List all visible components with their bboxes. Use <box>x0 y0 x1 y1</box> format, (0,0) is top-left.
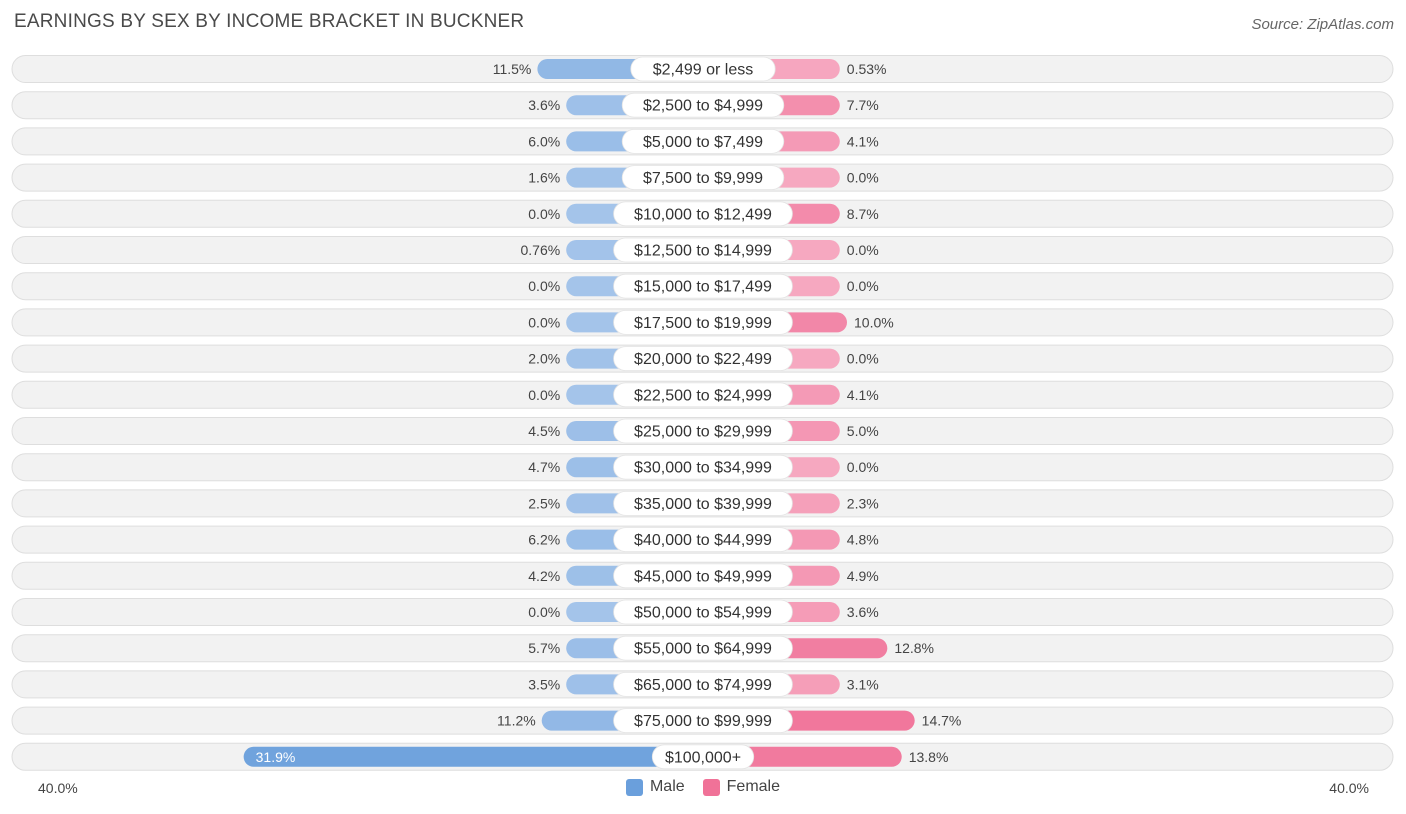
male-bar <box>243 746 703 767</box>
category-label: $75,000 to $99,999 <box>634 713 772 730</box>
category-label-pill <box>613 237 793 263</box>
female-value-label: 3.6% <box>847 604 879 620</box>
male-value-label: 0.0% <box>528 387 560 403</box>
category-label-pill <box>651 744 755 770</box>
male-value-label: 6.2% <box>528 532 560 548</box>
female-value-label: 4.1% <box>847 133 879 149</box>
category-label: $10,000 to $12,499 <box>634 206 772 223</box>
legend-item-male[interactable]: Male <box>625 778 685 796</box>
male-value-label: 2.5% <box>528 495 560 511</box>
female-value-label: 0.0% <box>847 351 879 367</box>
category-label-pill <box>613 309 793 335</box>
legend-label-male: Male <box>649 778 685 795</box>
category-label-pill <box>613 708 793 733</box>
male-value-label: 0.76% <box>520 242 560 258</box>
male-value-label: 3.5% <box>528 676 560 692</box>
category-label: $15,000 to $17,499 <box>634 279 772 296</box>
axis-left-label: 40.0% <box>38 780 78 796</box>
male-value-label: 0.0% <box>528 604 560 620</box>
category-label: $100,000+ <box>665 749 741 766</box>
category-label: $55,000 to $64,999 <box>634 641 772 658</box>
category-label: $5,000 to $7,499 <box>643 134 763 151</box>
male-value-label: 2.0% <box>528 351 560 367</box>
category-label: $17,500 to $19,999 <box>634 315 772 332</box>
legend-item-female[interactable]: Female <box>702 778 781 796</box>
category-label: $30,000 to $34,999 <box>634 460 772 477</box>
female-value-label: 10.0% <box>854 314 894 330</box>
female-value-label: 2.3% <box>847 495 879 511</box>
male-value-label: 6.0% <box>528 133 560 149</box>
female-value-label: 5.0% <box>847 423 879 439</box>
category-label-pill <box>613 382 793 408</box>
category-label: $45,000 to $49,999 <box>634 568 772 585</box>
category-label: $7,500 to $9,999 <box>643 170 763 187</box>
category-label: $22,500 to $24,999 <box>634 387 772 404</box>
category-label-pill <box>621 165 785 191</box>
source-label: Source: ZipAtlas.com <box>1251 16 1394 33</box>
category-label-pill <box>613 563 793 589</box>
legend-swatch-female <box>702 778 720 796</box>
category-label: $35,000 to $39,999 <box>634 496 772 513</box>
axis-right-label: 40.0% <box>1329 780 1369 796</box>
category-label: $2,500 to $4,999 <box>643 98 763 115</box>
female-value-label: 4.1% <box>847 387 879 403</box>
female-value-label: 4.8% <box>847 532 879 548</box>
category-label: $2,499 or less <box>653 62 754 79</box>
category-label-pill <box>613 418 793 444</box>
female-value-label: 0.0% <box>847 242 879 258</box>
female-value-label: 7.7% <box>847 97 879 113</box>
male-value-label: 4.5% <box>528 423 560 439</box>
category-label: $65,000 to $74,999 <box>634 677 772 694</box>
male-value-label: 1.6% <box>528 170 560 186</box>
category-label-pill <box>613 201 793 227</box>
category-label-pill <box>621 92 785 118</box>
category-label-pill <box>613 346 793 372</box>
male-value-label: 0.0% <box>528 278 560 294</box>
category-label-pill <box>630 56 776 82</box>
female-value-label: 0.0% <box>847 170 879 186</box>
female-value-label: 0.53% <box>847 61 887 77</box>
female-value-label: 3.1% <box>847 676 879 692</box>
female-value-label: 4.9% <box>847 568 879 584</box>
legend: Male Female <box>0 778 1406 796</box>
male-value-label: 11.5% <box>493 61 532 77</box>
male-value-label: 0.0% <box>528 206 560 222</box>
male-value-label: 31.9% <box>256 749 296 765</box>
male-value-label: 4.7% <box>528 459 560 475</box>
female-value-label: 0.0% <box>847 459 879 475</box>
male-value-label: 11.2% <box>497 713 536 729</box>
female-value-label: 0.0% <box>847 278 879 294</box>
chart-title: EARNINGS BY SEX BY INCOME BRACKET IN BUC… <box>14 11 525 32</box>
category-label-pill <box>613 527 793 552</box>
category-label-pill <box>613 454 793 480</box>
category-label-pill <box>613 635 793 661</box>
female-value-label: 12.8% <box>894 640 934 656</box>
category-label: $50,000 to $54,999 <box>634 605 772 622</box>
male-value-label: 0.0% <box>528 314 560 330</box>
category-label: $20,000 to $22,499 <box>634 351 772 368</box>
category-label-pill <box>613 672 793 697</box>
category-label-pill <box>613 273 793 299</box>
female-value-label: 8.7% <box>847 206 879 222</box>
female-value-label: 13.8% <box>909 749 949 765</box>
legend-label-female: Female <box>726 778 781 795</box>
category-label: $40,000 to $44,999 <box>634 532 772 549</box>
category-label-pill <box>613 490 793 516</box>
legend-swatch-male <box>625 778 643 796</box>
male-value-label: 4.2% <box>528 568 560 584</box>
category-label: $12,500 to $14,999 <box>634 243 772 260</box>
category-label: $25,000 to $29,999 <box>634 424 772 441</box>
female-value-label: 14.7% <box>922 713 962 729</box>
category-label-pill <box>613 599 793 625</box>
male-value-label: 5.7% <box>528 640 560 656</box>
male-value-label: 3.6% <box>528 97 560 113</box>
category-label-pill <box>621 128 785 154</box>
